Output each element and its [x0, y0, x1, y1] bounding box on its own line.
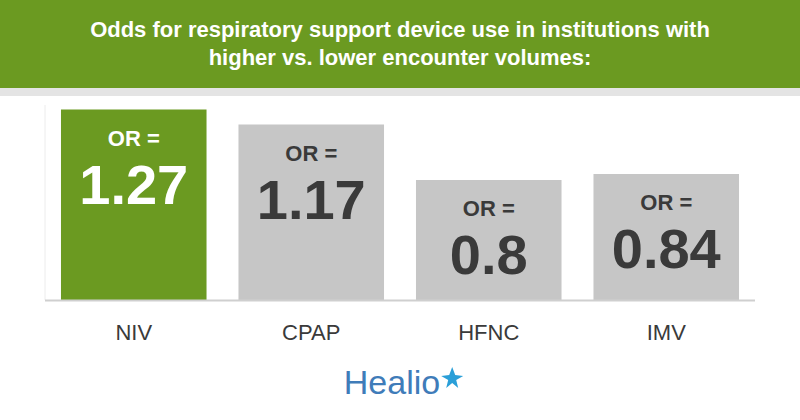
title: Odds for respiratory support device use …: [90, 17, 710, 70]
x-tick-label: HFNC: [458, 320, 519, 345]
x-tick-label: IMV: [647, 320, 686, 345]
logo-text: Healio: [344, 363, 440, 401]
x-tick-label: CPAP: [282, 320, 340, 345]
bar: [61, 110, 207, 301]
bar: [593, 174, 739, 300]
header-band: [0, 0, 800, 88]
data-label: OR =0.8: [450, 196, 528, 286]
bars: [61, 110, 739, 301]
header-strip: [0, 88, 800, 96]
x-tick-label: NIV: [115, 320, 152, 345]
chart-root: Odds for respiratory support device use …: [0, 0, 800, 420]
chart-svg: Odds for respiratory support device use …: [0, 0, 800, 420]
baseline: [45, 300, 755, 302]
bar: [238, 125, 384, 301]
y-axis-line: [45, 105, 46, 300]
data-label: OR =1.27: [79, 126, 188, 216]
bar: [416, 180, 562, 300]
data-label: OR =0.84: [612, 190, 721, 280]
labels: OR =1.27 NIV OR =1.17 CPAP OR =0.8 HFNC OR =0.…: [79, 126, 721, 346]
logo-star: [441, 367, 463, 388]
data-label: OR =1.17: [257, 141, 366, 231]
logo: Healio: [344, 363, 463, 401]
